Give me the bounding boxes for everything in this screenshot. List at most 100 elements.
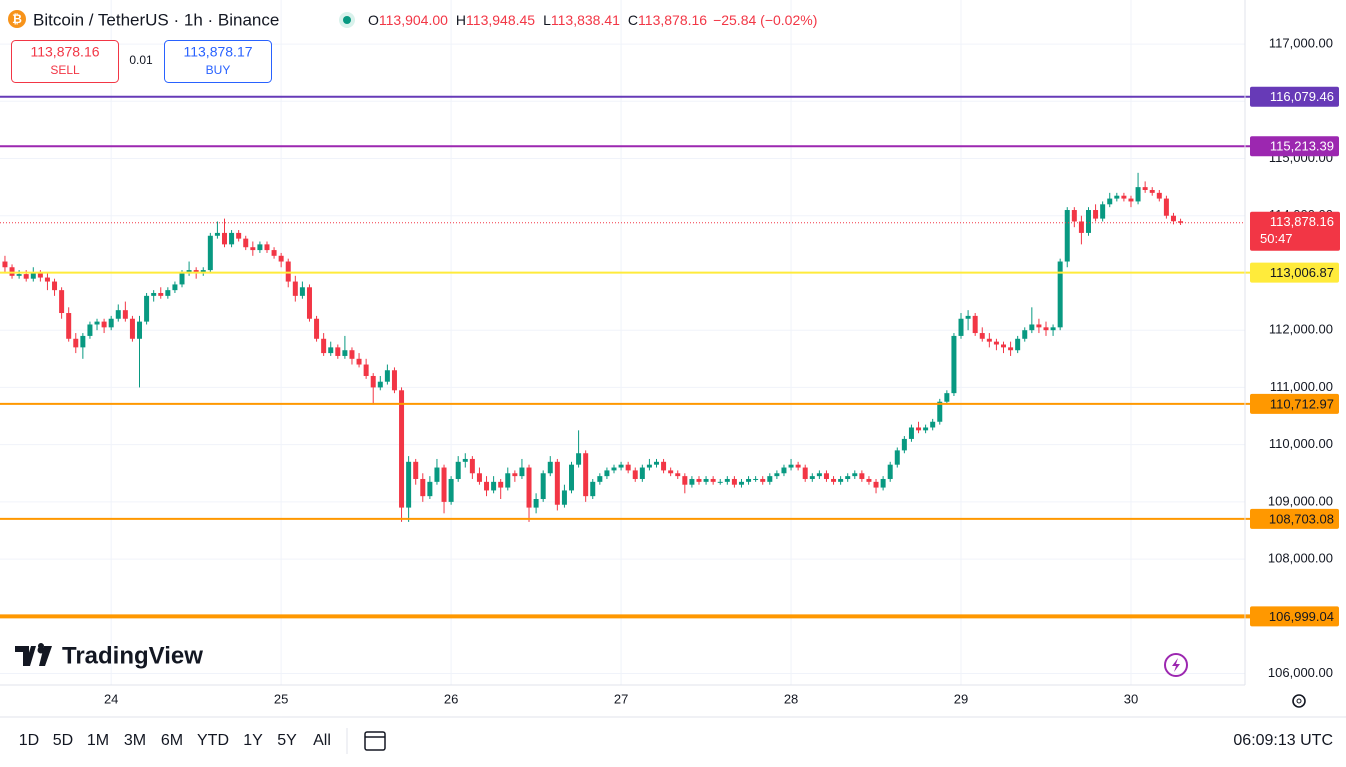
candle-body xyxy=(9,267,15,276)
candle-body xyxy=(363,364,369,376)
candle-body xyxy=(583,453,589,497)
candle-body xyxy=(151,292,157,296)
candle-body xyxy=(144,295,150,322)
candle-body xyxy=(80,335,86,348)
candle-body xyxy=(420,478,426,497)
quantity: 0.01 xyxy=(129,53,153,67)
candle-body xyxy=(1064,210,1070,262)
candle-body xyxy=(476,473,482,482)
candle-body xyxy=(831,478,837,482)
candle-body xyxy=(1078,221,1084,233)
date-range-icon[interactable] xyxy=(364,731,386,751)
candle-body xyxy=(760,478,766,482)
candle-body xyxy=(979,333,985,339)
candle-body xyxy=(1029,324,1035,331)
candle-body xyxy=(561,490,567,505)
settings-icon[interactable] xyxy=(1292,694,1306,708)
timeframe-button[interactable]: 1M xyxy=(87,732,109,749)
candle-body xyxy=(448,478,454,502)
candle-body xyxy=(299,287,305,296)
timeframe-button[interactable]: 3M xyxy=(124,732,146,749)
candle-body xyxy=(200,270,206,273)
candle-body xyxy=(1008,347,1014,351)
x-tick-label: 26 xyxy=(444,691,458,706)
candle-body xyxy=(406,461,412,508)
candle-body xyxy=(165,290,171,296)
timeframe-button[interactable]: 1D xyxy=(19,732,39,749)
candle-body xyxy=(597,476,603,482)
y-tick-label: 109,000.00 xyxy=(1268,493,1333,508)
ohlc-key: L xyxy=(543,12,551,28)
candle-body xyxy=(221,232,227,245)
candle-body xyxy=(434,467,440,482)
y-tick-label: 117,000.00 xyxy=(1269,36,1333,51)
candle-body xyxy=(1178,221,1184,223)
candle-body xyxy=(937,401,943,422)
ohlc-value: 113,838.41 xyxy=(551,12,620,28)
candle-body xyxy=(321,338,327,354)
candle-body xyxy=(271,250,277,256)
candle-body xyxy=(838,478,844,482)
y-tick-label: 111,000.00 xyxy=(1270,379,1333,394)
candle-body xyxy=(916,427,922,431)
grid xyxy=(0,0,1245,685)
alert-bolt xyxy=(1172,658,1180,672)
candle-body xyxy=(951,335,957,394)
candle-body xyxy=(894,450,900,465)
candle-body xyxy=(491,481,497,491)
y-tick-label: 106,000.00 xyxy=(1268,665,1333,680)
candle-body xyxy=(930,421,936,428)
level-label-bg xyxy=(1250,86,1339,107)
candle-body xyxy=(172,284,178,291)
timeframe-button[interactable]: All xyxy=(313,732,331,749)
candle-body xyxy=(1121,195,1127,199)
timeframe-button[interactable]: 6M xyxy=(161,732,183,749)
candle-body xyxy=(1107,198,1113,205)
sell-label: SELL xyxy=(50,63,80,77)
x-tick-label: 29 xyxy=(954,691,968,706)
ohlc-change: −25.84 (−0.02%) xyxy=(713,12,817,28)
buy-button[interactable] xyxy=(164,40,272,83)
candle-body xyxy=(441,467,447,502)
candle-body xyxy=(1057,261,1063,328)
candle-body xyxy=(391,370,397,391)
sell-button[interactable] xyxy=(11,40,119,83)
candle-body xyxy=(901,438,907,451)
timeframe-button[interactable]: 1Y xyxy=(243,732,263,749)
candle-body xyxy=(399,390,405,508)
candle-body xyxy=(193,270,199,273)
timeframe-button[interactable]: 5D xyxy=(53,732,73,749)
candle-body xyxy=(1156,192,1162,199)
candle-body xyxy=(1142,187,1148,190)
candle-body xyxy=(965,315,971,319)
ohlc-key: H xyxy=(456,12,466,28)
candle-body xyxy=(314,318,320,339)
candle-body xyxy=(328,347,334,354)
candle-body xyxy=(738,481,744,485)
timeframe-button[interactable]: YTD xyxy=(197,732,229,749)
candle-body xyxy=(1001,344,1007,348)
timeframe-button[interactable]: 5Y xyxy=(277,732,297,749)
level-label: 113,006.87 xyxy=(1270,265,1334,280)
candle-body xyxy=(1071,210,1077,222)
candle-body xyxy=(214,232,220,236)
candle-body xyxy=(1163,198,1169,216)
candle-body xyxy=(809,476,815,479)
candle-body xyxy=(661,461,667,471)
candle-body xyxy=(781,467,787,474)
logo-text: TradingView xyxy=(62,642,203,669)
candle-body xyxy=(16,274,22,276)
market-status-dot xyxy=(343,16,351,24)
candle-body xyxy=(632,470,638,479)
symbol-title: Bitcoin / TetherUS · 1h · Binance xyxy=(33,10,279,29)
candle-body xyxy=(1149,189,1155,193)
candle-body xyxy=(278,255,284,262)
alert-icon[interactable] xyxy=(1164,653,1188,677)
level-label-bg xyxy=(1250,136,1339,157)
candle-body xyxy=(526,467,532,508)
bitcoin-icon xyxy=(8,10,26,28)
candle-body xyxy=(2,261,8,268)
x-tick-label: 24 xyxy=(104,691,118,706)
candle-body xyxy=(292,281,298,296)
candle-body xyxy=(668,470,674,474)
